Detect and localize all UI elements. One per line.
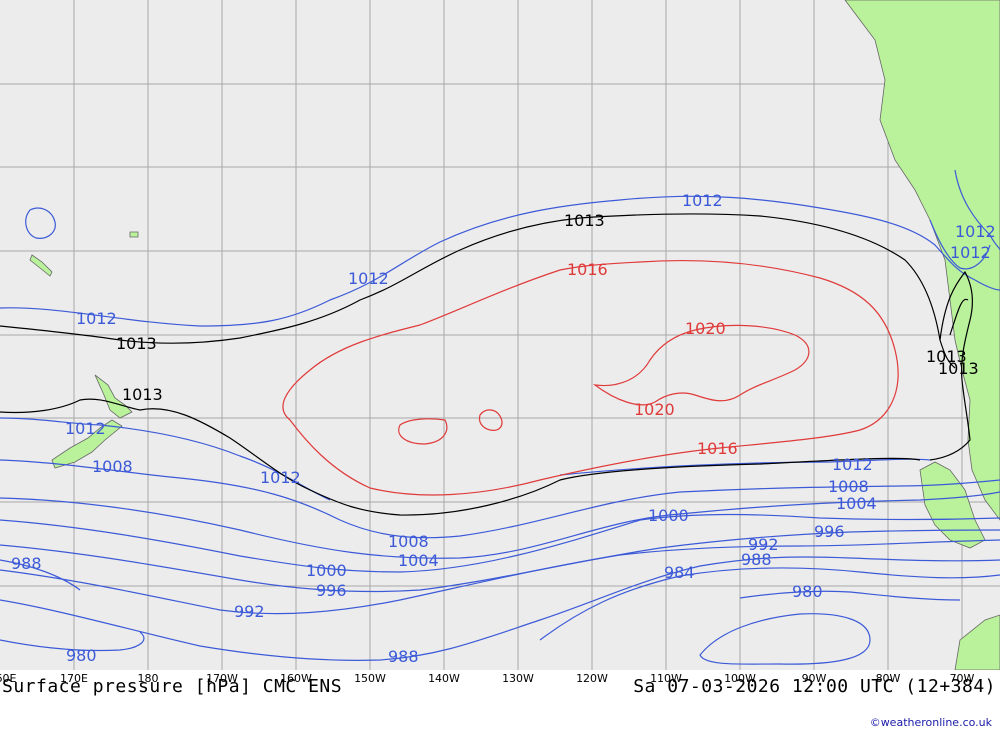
label-1008: 1008 [92,457,133,476]
label-988: 988 [388,647,419,666]
label-984: 984 [664,563,695,582]
label-1013: 1013 [564,211,605,230]
label-1013: 1013 [122,385,163,404]
label-1012: 1012 [65,419,106,438]
label-1013: 1013 [926,347,967,366]
isobars-black [0,213,974,516]
label-1008: 1008 [388,532,429,551]
label-988: 988 [741,550,772,569]
label-1012: 1012 [348,269,389,288]
land-islands [29,231,139,277]
longitude-label: 170E [60,672,88,685]
longitude-label: 100W [724,672,756,685]
label-1012: 1012 [76,309,117,328]
label-1000: 1000 [306,561,347,580]
longitude-label: 150W [354,672,386,685]
longitude-label: 60E [0,672,17,685]
longitude-label: 80W [875,672,901,685]
longitude-label: 130W [502,672,534,685]
longitude-label: 180 [137,672,159,685]
pressure-map: 1012 1012 1012 1012 1012 1012 1012 1012 … [0,0,1000,670]
label-1013: 1013 [938,359,979,378]
label-1012: 1012 [260,468,301,487]
longitude-label: 170W [206,672,238,685]
label-1012: 1012 [832,455,873,474]
label-1016: 1016 [697,439,738,458]
label-1013: 1013 [116,334,157,353]
isobar-labels: 1012 1012 1012 1012 1012 1012 1012 1012 … [11,191,996,666]
longitude-label: 120W [576,672,608,685]
longitude-label: 70W [949,672,975,685]
map-title: Surface pressure [hPa] CMC ENS [2,676,343,697]
credit-link[interactable]: ©weatheronline.co.uk [869,716,992,729]
label-1012: 1012 [682,191,723,210]
label-1012: 1012 [955,222,996,241]
longitude-label: 110W [650,672,682,685]
label-1004: 1004 [836,494,877,513]
label-1020: 1020 [685,319,726,338]
label-980: 980 [792,582,823,601]
label-992: 992 [234,602,265,621]
valid-time: Sa 07-03-2026 12:00 UTC (12+384) [633,676,996,697]
label-1016: 1016 [567,260,608,279]
label-988: 988 [11,554,42,573]
isobars-red [282,259,899,496]
map-canvas: 1012 1012 1012 1012 1012 1012 1012 1012 … [0,0,1000,670]
label-992: 992 [748,535,779,554]
isobars-blue [0,169,1000,665]
longitude-label: 90W [801,672,827,685]
label-996: 996 [316,581,347,600]
label-980: 980 [66,646,97,665]
label-1000: 1000 [648,506,689,525]
label-996: 996 [814,522,845,541]
label-1004: 1004 [398,551,439,570]
isobar-fiji-loop [25,207,56,239]
label-1008: 1008 [828,477,869,496]
longitude-label: 160W [280,672,312,685]
longitude-label: 140W [428,672,460,685]
land-new-zealand [51,374,133,469]
label-1012: 1012 [950,243,991,262]
label-1020: 1020 [634,400,675,419]
land-south-america [844,0,1000,670]
